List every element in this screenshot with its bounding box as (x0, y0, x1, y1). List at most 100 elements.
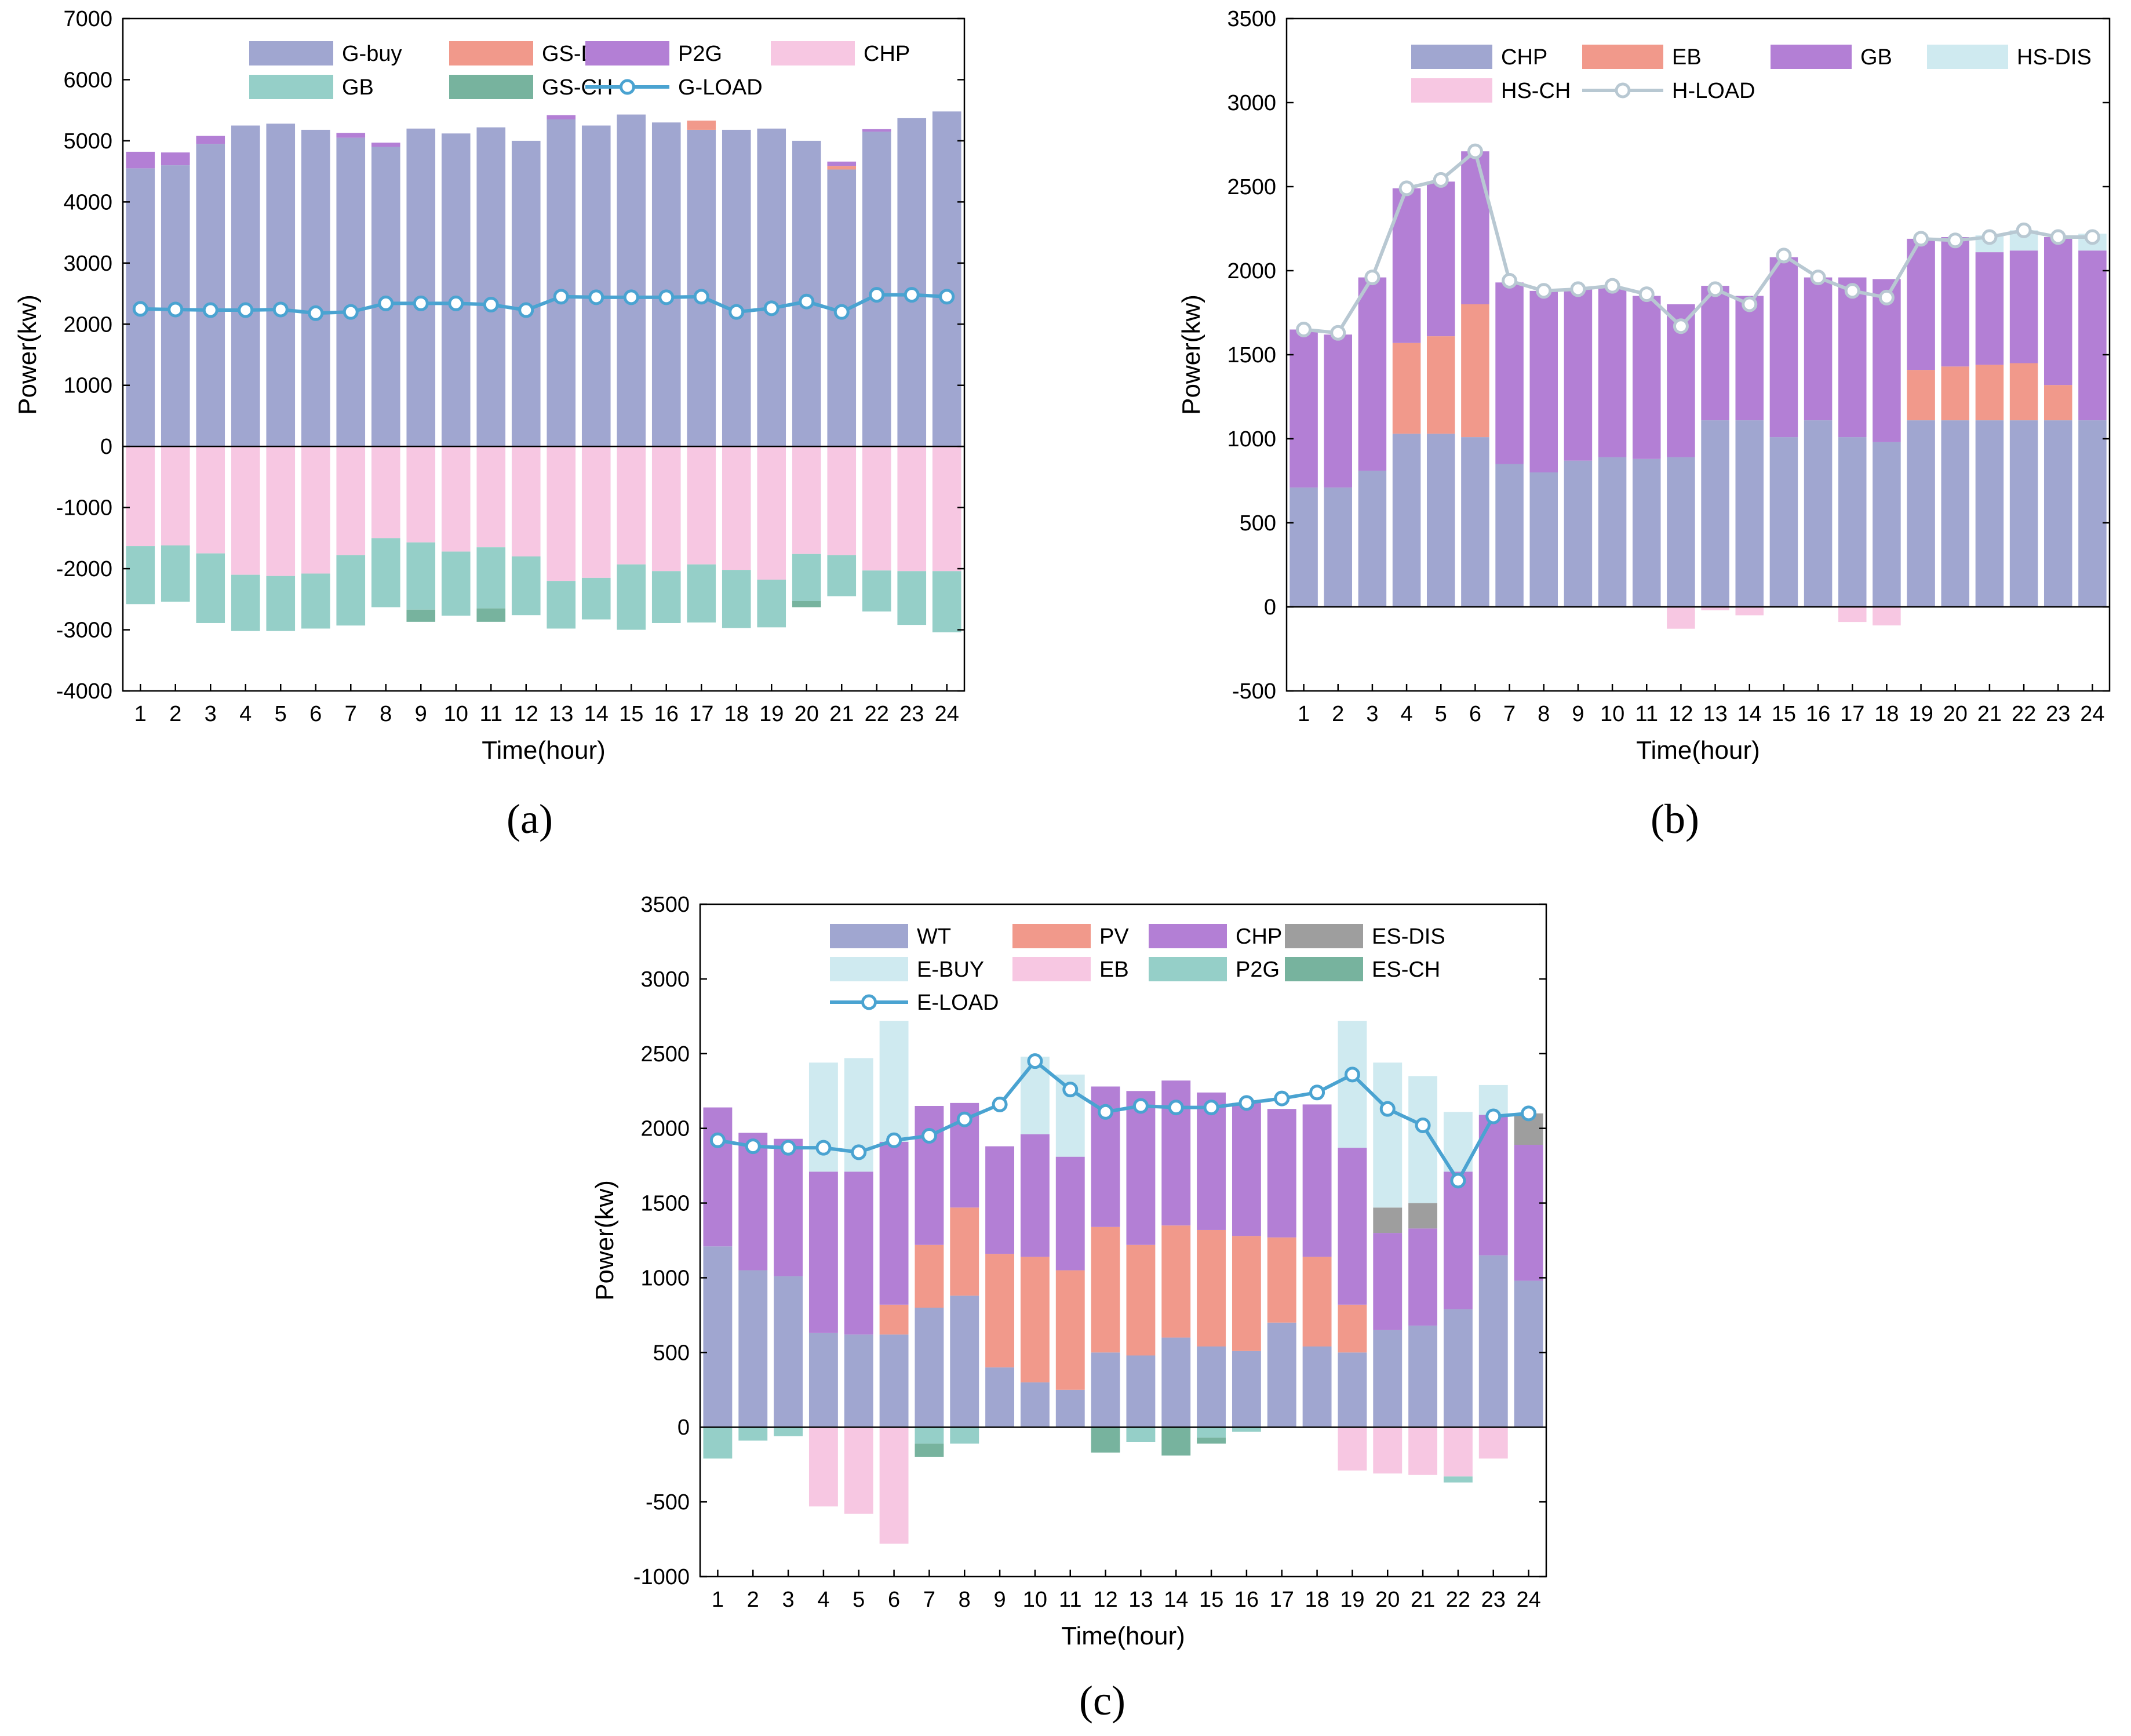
x-tick-label: 12 (1669, 702, 1693, 726)
y-tick-label: -1000 (56, 496, 112, 521)
legend-swatch-g-buy (249, 41, 333, 65)
bar-chp-21 (1408, 1228, 1438, 1326)
bar-gb-23 (897, 571, 927, 625)
x-tick-label: 11 (1635, 702, 1658, 726)
bar-chp-10 (1598, 457, 1627, 607)
point-h-load-19 (1913, 231, 1929, 247)
x-tick-label: 24 (2080, 702, 2104, 726)
bar-gb-2 (1324, 334, 1353, 488)
bar-pv-9 (985, 1254, 1015, 1368)
bar-eb-20 (1941, 366, 1970, 421)
y-axis-label: Power(kw) (1177, 294, 1205, 415)
point-e-load-12 (1098, 1104, 1114, 1120)
bar-chp-3 (1358, 471, 1387, 607)
bar-g-buy-14 (581, 125, 611, 447)
bar-p2g-1 (126, 151, 155, 169)
bar-chp-17 (1267, 1109, 1296, 1238)
x-tick-label: 13 (1128, 1588, 1153, 1612)
bar-chp-23 (897, 446, 927, 572)
bar-chp-21 (1975, 420, 2004, 607)
y-tick-label: 2500 (640, 1042, 690, 1067)
point-h-load-2 (1330, 325, 1346, 341)
bar-chp-16 (1804, 420, 1833, 607)
point-h-load-13 (1707, 281, 1724, 297)
x-tick-label: 21 (1977, 702, 2002, 726)
legend-swatch-eb (1012, 957, 1091, 981)
y-tick-label: 1000 (640, 1266, 690, 1290)
bar-chp-15 (1197, 1092, 1226, 1230)
y-tick-label: 2000 (1227, 259, 1276, 283)
bar-hs-ch-13 (1701, 607, 1729, 610)
bar-gb-7 (336, 555, 366, 626)
bar-chp-7 (336, 446, 366, 555)
bar-eb-21 (1975, 365, 2004, 421)
x-axis-label: Time(hour) (482, 736, 606, 765)
legend-swatch-chp (771, 41, 855, 65)
y-tick-label: 3500 (640, 893, 690, 917)
point-h-load-9 (1570, 281, 1586, 297)
legend-swatch-chp (1149, 924, 1227, 948)
bar-gb-5 (266, 576, 296, 631)
x-tick-label: 5 (275, 702, 287, 726)
point-g-load-11 (483, 297, 499, 313)
legend-swatch-wt (830, 924, 908, 948)
bar-gs-dis-17 (687, 121, 716, 130)
point-e-load-18 (1309, 1084, 1325, 1101)
bar-gb-11 (476, 547, 506, 609)
bar-pv-17 (1267, 1237, 1296, 1323)
bar-chp-19 (1338, 1148, 1367, 1305)
bar-chp-5 (844, 1171, 873, 1335)
point-h-load-11 (1638, 286, 1655, 303)
x-tick-label: 4 (817, 1588, 829, 1612)
point-h-load-20 (1947, 232, 1964, 249)
x-tick-label: 14 (1164, 1588, 1188, 1612)
point-g-load-9 (413, 295, 429, 311)
legend-label-e-load: E-LOAD (917, 991, 999, 1015)
x-tick-label: 4 (239, 702, 252, 726)
x-tick-label: 22 (1446, 1588, 1470, 1612)
bar-gs-ch-11 (476, 608, 506, 622)
bar-chp-12 (1667, 457, 1695, 607)
x-tick-label: 15 (1199, 1588, 1223, 1612)
bar-chp-2 (738, 1133, 768, 1271)
bar-hs-ch-17 (1838, 607, 1867, 623)
bar-chp-1 (703, 1107, 733, 1247)
x-tick-label: 3 (782, 1588, 795, 1612)
x-tick-label: 2 (169, 702, 181, 726)
x-tick-label: 13 (549, 702, 573, 726)
bar-gb-5 (1426, 181, 1455, 337)
bar-p2g-1 (703, 1427, 733, 1459)
bar-eb-6 (879, 1427, 909, 1544)
point-h-load-22 (2016, 222, 2032, 238)
bar-chp-13 (1126, 1091, 1156, 1245)
x-tick-label: 11 (1059, 1588, 1081, 1612)
bar-g-buy-16 (651, 122, 681, 447)
legend-label-es-ch: ES-CH (1372, 958, 1440, 982)
x-tick-label: 22 (865, 702, 889, 726)
y-tick-label: 7000 (63, 7, 112, 31)
bar-p2g-22 (1443, 1476, 1473, 1483)
bar-gs-ch-20 (792, 600, 821, 607)
bar-gb-12 (511, 556, 541, 616)
point-e-load-14 (1168, 1100, 1184, 1116)
legend-swatch-hs-ch (1411, 78, 1492, 103)
bar-chp-10 (441, 446, 471, 552)
bar-g-buy-11 (476, 127, 506, 447)
bar-g-buy-4 (231, 125, 260, 447)
point-g-load-23 (904, 287, 920, 303)
bar-chp-7 (1495, 464, 1524, 607)
x-tick-label: 6 (309, 702, 322, 726)
bar-p2g-2 (161, 152, 190, 166)
series-line-e-load (717, 1058, 1529, 1184)
bar-g-buy-6 (301, 129, 330, 447)
x-tick-label: 19 (759, 702, 784, 726)
bar-g-buy-10 (441, 133, 471, 447)
bar-gb-17 (1838, 277, 1867, 438)
point-e-load-9 (992, 1096, 1008, 1112)
x-tick-label: 3 (1366, 702, 1378, 726)
bar-es-ch-15 (1197, 1437, 1226, 1444)
bar-chp-22 (2009, 420, 2038, 607)
y-tick-label: -3000 (56, 618, 112, 643)
x-tick-label: 14 (584, 702, 609, 726)
legend-label-eb: EB (1672, 45, 1702, 70)
